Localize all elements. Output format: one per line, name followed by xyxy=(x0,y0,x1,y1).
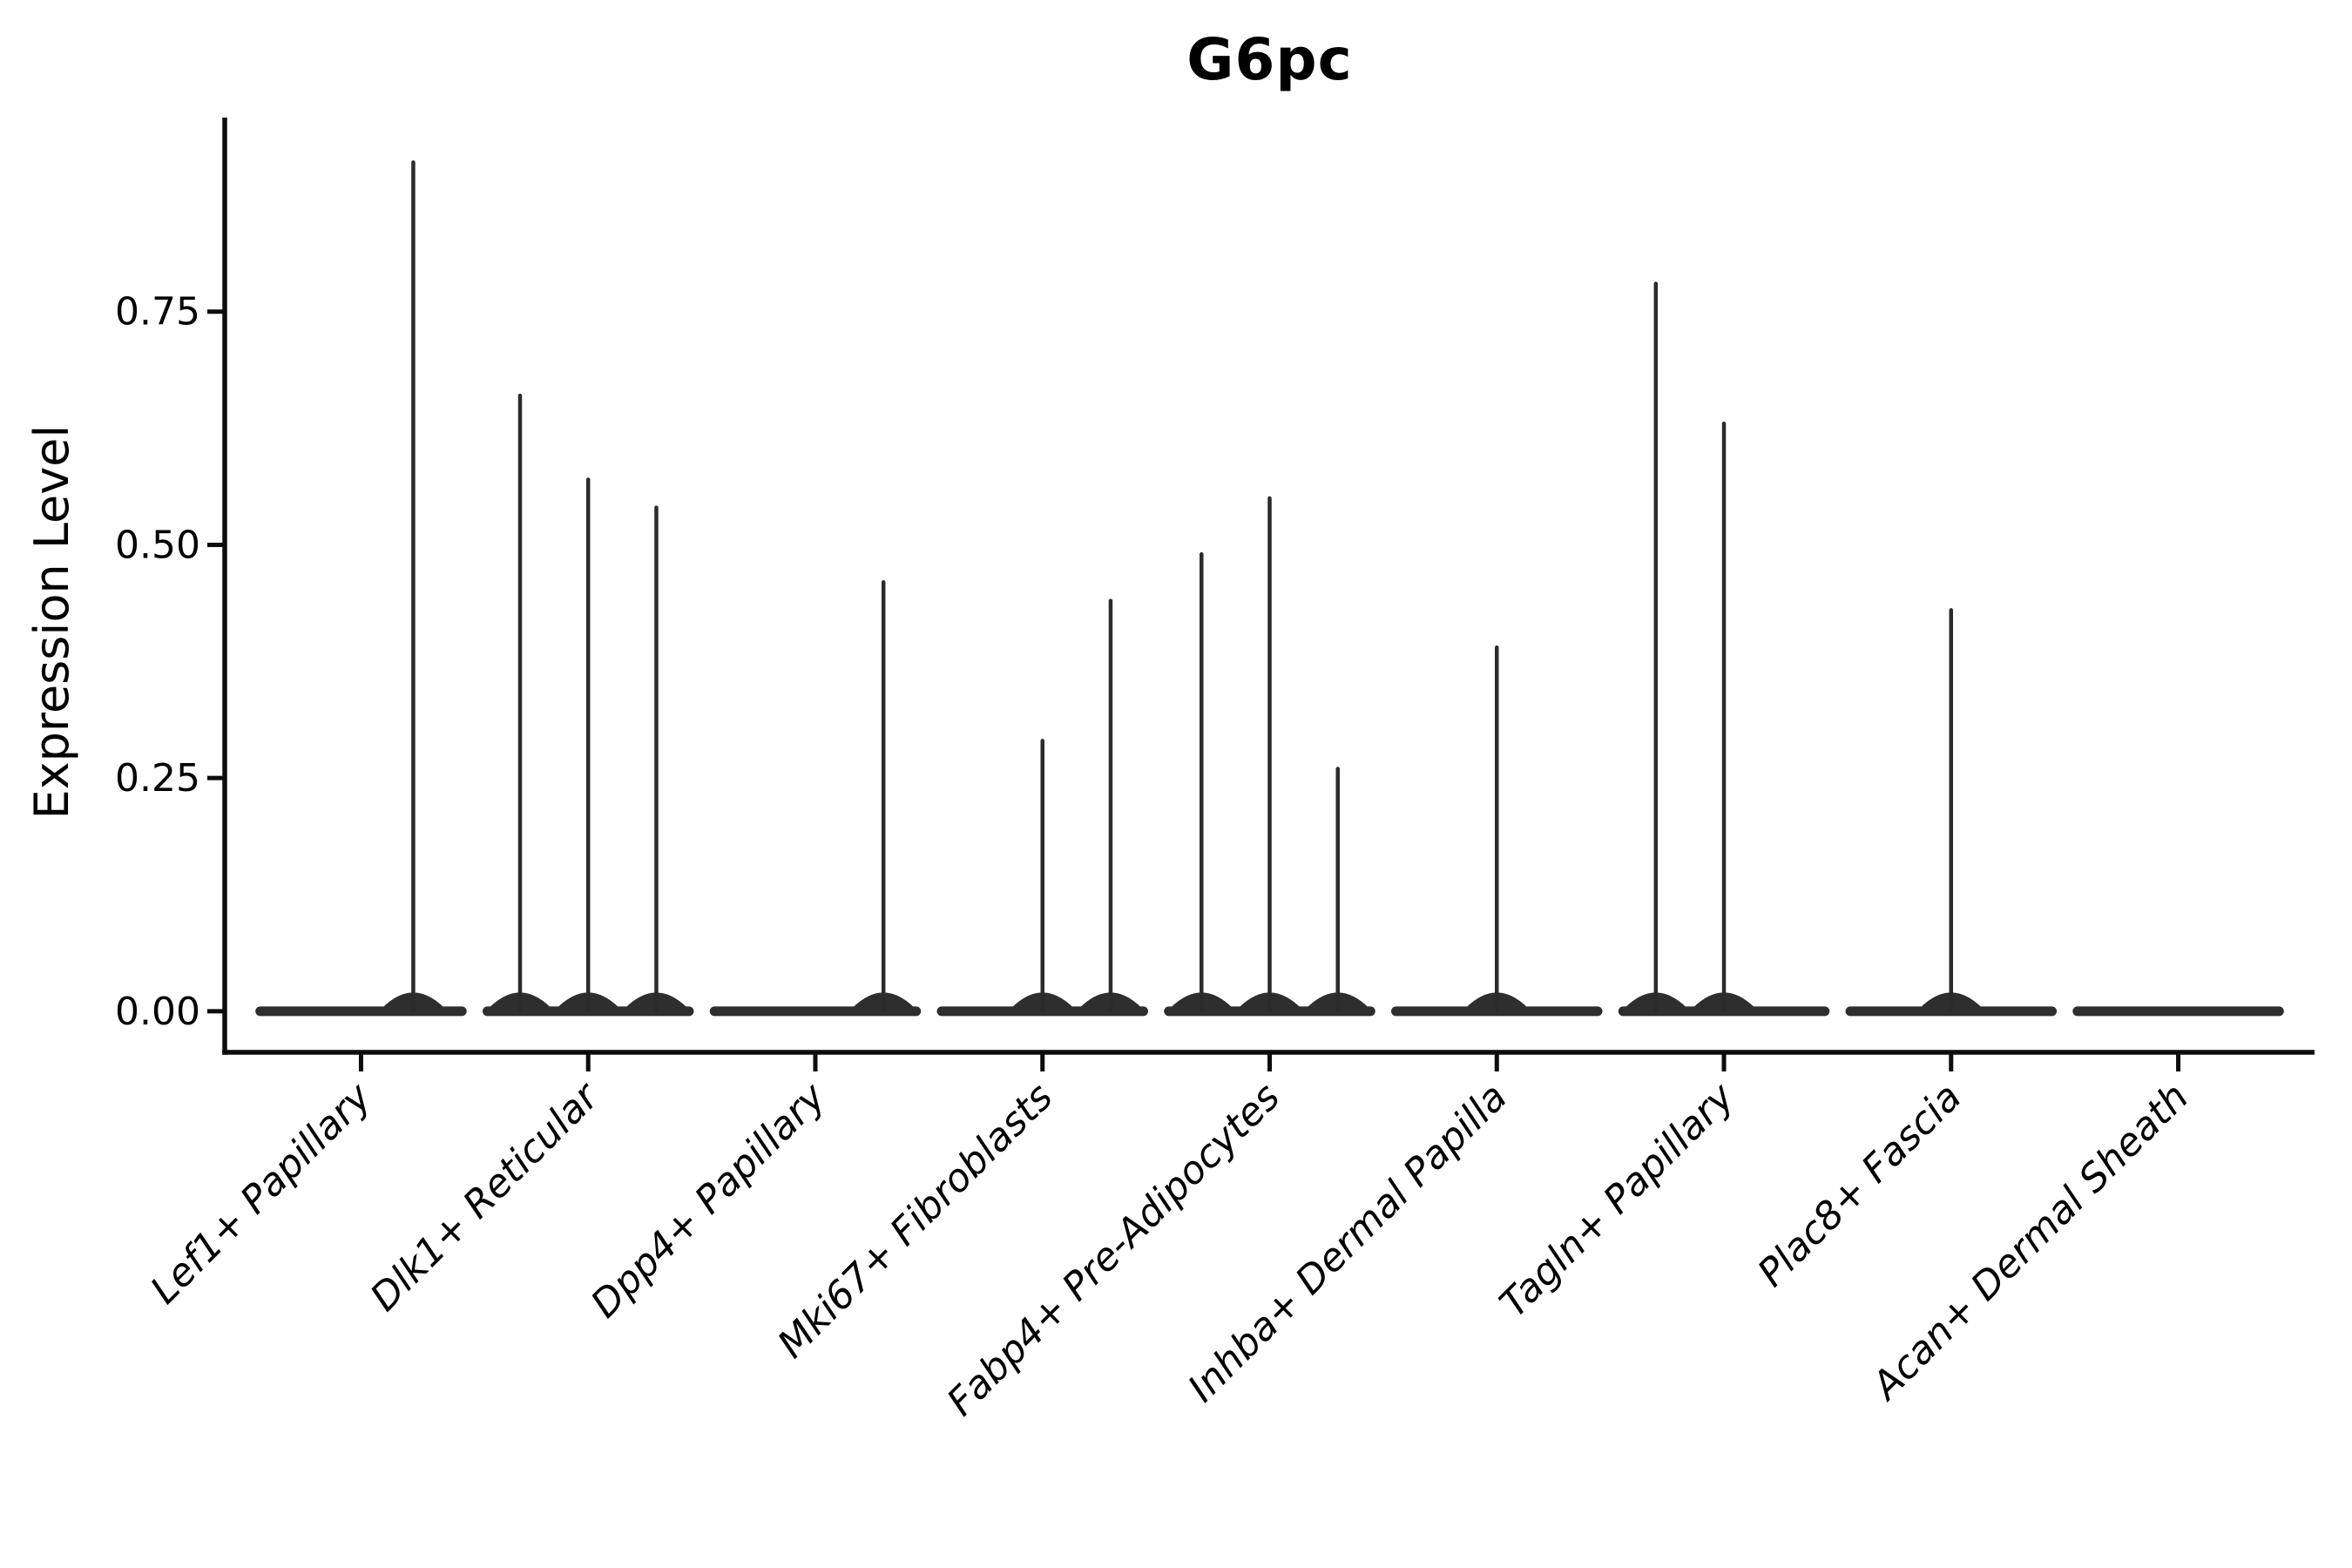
x-category-label: Dpp4+ Papillary xyxy=(583,1074,835,1327)
violin-body xyxy=(709,1006,922,1017)
x-category-label: Tagln+ Papillary xyxy=(1491,1074,1743,1326)
y-tick-label: 0.25 xyxy=(115,756,200,801)
y-tick-label: 0.50 xyxy=(115,523,200,567)
x-category-label: Lef1+ Papillary xyxy=(142,1074,381,1313)
x-category-label: Plac8+ Fascia xyxy=(1749,1075,1970,1295)
y-tick-label: 0.00 xyxy=(115,990,200,1034)
x-category-label: Dlk1+ Reticular xyxy=(362,1073,609,1320)
violin-body xyxy=(2072,1006,2284,1017)
y-tick-label: 0.75 xyxy=(115,290,200,335)
chart-title: G6pc xyxy=(1186,26,1353,93)
